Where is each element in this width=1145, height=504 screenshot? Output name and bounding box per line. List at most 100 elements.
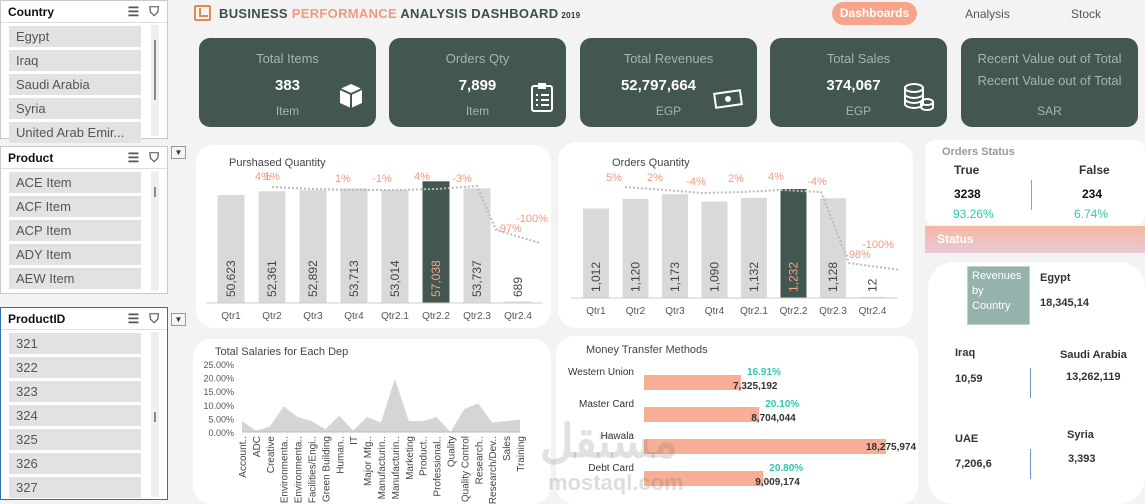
- x-tick-label: Qtr2.3: [463, 311, 491, 322]
- slicer-item-acp[interactable]: ACP Item: [9, 220, 141, 241]
- slicer-item-egypt[interactable]: Egypt: [9, 26, 141, 47]
- nav-analysis[interactable]: Analysis: [965, 7, 1010, 21]
- bar-value-label: 1,128: [826, 262, 840, 292]
- slicer-item-ady[interactable]: ADY Item: [9, 244, 141, 265]
- x-tick-label: Human..: [335, 436, 346, 474]
- category-label: Western Union: [568, 367, 634, 378]
- slicer-title: Product: [8, 150, 54, 165]
- nav-stock[interactable]: Stock: [1070, 7, 1101, 21]
- chart-title: Purshased Quantity: [229, 157, 326, 169]
- bar: [662, 194, 688, 298]
- slicer-item-saudi-arabia[interactable]: Saudi Arabia: [9, 74, 141, 95]
- multi-select-icon[interactable]: ☰: [127, 311, 140, 326]
- bar: [644, 439, 886, 454]
- clear-filter-icon[interactable]: ⛉: [149, 150, 159, 165]
- productid-slicer-header: ProductID ☰ ⛉: [1, 308, 167, 330]
- country-slicer: Country ☰ ⛉ Egypt Iraq Saudi Arabia Syria…: [0, 0, 168, 143]
- slicer-scrollbar[interactable]: [151, 25, 159, 136]
- change-label: -4%: [807, 176, 827, 188]
- x-tick-label: Sales: [502, 436, 513, 461]
- y-tick-label: 5.00%: [208, 414, 234, 424]
- x-tick-label: IT: [349, 436, 360, 445]
- bar-value-label: 1,090: [708, 262, 722, 292]
- bar-value-label: 53,014: [388, 260, 402, 297]
- slicer-scrollbar[interactable]: [151, 171, 159, 291]
- x-tick-label: Green Building: [321, 436, 332, 502]
- slicer-item-iraq[interactable]: Iraq: [9, 50, 141, 71]
- slicer-title: ProductID: [8, 311, 66, 326]
- area-series: [242, 378, 520, 432]
- slicer-scrollbar[interactable]: [151, 332, 159, 497]
- kpi-value: 374,067: [826, 77, 881, 94]
- slicer-item-323[interactable]: 323: [9, 381, 141, 402]
- nav-dashboards[interactable]: Dashboards: [832, 2, 917, 25]
- slicer-item-326[interactable]: 326: [9, 453, 141, 474]
- slicer-item-uae[interactable]: United Arab Emir...: [9, 122, 141, 143]
- slicer-item-321[interactable]: 321: [9, 333, 141, 354]
- slicer-item-325[interactable]: 325: [9, 429, 141, 450]
- percent-label: 16.91%: [747, 367, 781, 378]
- x-tick-label: Qtr4: [705, 306, 725, 317]
- orders-status-panel: [925, 140, 1145, 225]
- dropdown-arrow-button[interactable]: ▼: [171, 146, 186, 159]
- bar-value-label: 1,012: [589, 262, 603, 292]
- bar: [504, 301, 532, 303]
- category-label: Debt Card: [588, 463, 634, 474]
- change-label: 4%: [768, 171, 784, 183]
- multi-select-icon[interactable]: ☰: [127, 150, 140, 165]
- x-tick-label: Qtr2: [626, 306, 646, 317]
- y-tick-label: 0.00%: [208, 428, 234, 438]
- product-slicer-header: Product ☰ ⛉: [1, 147, 167, 169]
- y-tick-label: 15.00%: [203, 387, 234, 397]
- bar-value-label: 52,361: [265, 260, 279, 297]
- x-tick-label: Qtr2.3: [819, 306, 847, 317]
- slicer-item-322[interactable]: 322: [9, 357, 141, 378]
- divider: [1030, 449, 1031, 479]
- bar-value-label: 689: [511, 277, 525, 297]
- x-tick-label: Qtr2.4: [859, 306, 887, 317]
- change-label: 1%: [335, 173, 351, 185]
- y-tick-label: 10.00%: [203, 401, 234, 411]
- y-tick-label: 20.00%: [203, 374, 234, 384]
- kpi-total-revenues: Total Revenues 52,797,664 EGP: [580, 38, 757, 127]
- kpi-recent-value: Recent Value out of Total Recent Value o…: [961, 38, 1138, 127]
- slicer-item-acf[interactable]: ACF Item: [9, 196, 141, 217]
- bar-value-label: 1,132: [747, 262, 761, 292]
- bar: [820, 198, 846, 298]
- percent-label: 20.10%: [765, 399, 799, 410]
- x-tick-label: Research/Dev..: [488, 436, 499, 504]
- kpi-value: 52,797,664: [620, 77, 697, 94]
- country-uae-name: UAE: [955, 433, 979, 445]
- bar: [701, 201, 728, 298]
- change-label: -98%: [845, 249, 871, 261]
- change-label: -1%: [372, 173, 392, 185]
- bar: [859, 296, 886, 298]
- slicer-item-aew[interactable]: AEW Item: [9, 268, 141, 289]
- x-tick-label: Qtr2.1: [740, 306, 768, 317]
- x-tick-label: Professional..: [433, 436, 444, 497]
- slicer-item-ace[interactable]: ACE Item: [9, 172, 141, 193]
- bar: [422, 181, 450, 303]
- x-tick-label: Qtr2.4: [504, 311, 532, 322]
- x-tick-label: Manufacturin..: [391, 436, 402, 499]
- kpi-orders-qty: Orders Qty 7,899 Item: [389, 38, 566, 127]
- kpi-label: Total Sales: [826, 51, 891, 66]
- watermark-arabic: مستقل: [540, 415, 678, 467]
- country-syria-name: Syria: [1067, 429, 1094, 441]
- bar-value-label: 12: [866, 278, 880, 292]
- slicer-item-327[interactable]: 327: [9, 477, 141, 498]
- kpi-unit: Item: [465, 104, 490, 118]
- dropdown-arrow-button[interactable]: ▼: [171, 313, 186, 326]
- multi-select-icon[interactable]: ☰: [127, 4, 140, 19]
- country-saudi-name: Saudi Arabia: [1060, 349, 1127, 361]
- x-tick-label: Training: [516, 436, 527, 472]
- percent-label: 20.80%: [769, 463, 803, 474]
- clear-filter-icon[interactable]: ⛉: [149, 311, 159, 326]
- bar: [258, 191, 286, 303]
- slicer-item-syria[interactable]: Syria: [9, 98, 141, 119]
- category-label: Hawala: [601, 431, 635, 442]
- x-tick-label: ADC: [252, 436, 263, 457]
- clear-filter-icon[interactable]: ⛉: [149, 4, 159, 19]
- change-label: 4%: [414, 171, 430, 183]
- slicer-item-324[interactable]: 324: [9, 405, 141, 426]
